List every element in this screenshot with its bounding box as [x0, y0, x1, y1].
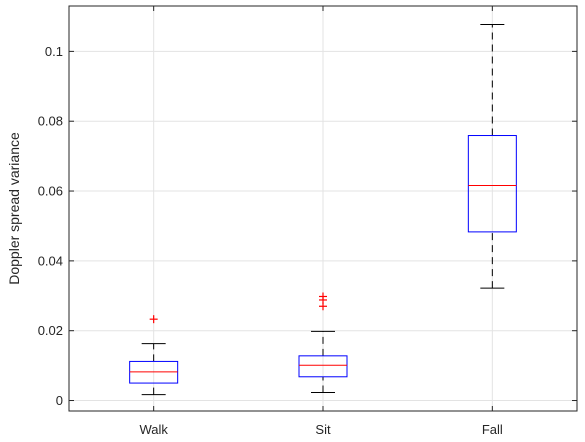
y-tick-label: 0.08	[38, 114, 63, 129]
x-tick-label: Walk	[139, 422, 168, 437]
y-tick-label: 0.02	[38, 323, 63, 338]
box-group-fall	[467, 24, 517, 289]
tick-layer: 0 0.02 0.04 0.06 0.08 0.1 Walk Sit Fall	[38, 6, 577, 437]
iqr-box	[298, 355, 348, 378]
grid-layer	[69, 6, 577, 411]
y-tick-label: 0.1	[45, 44, 63, 59]
plot-layer	[129, 24, 517, 396]
y-tick-label: 0	[56, 393, 63, 408]
box-group-walk	[129, 315, 179, 396]
y-tick-label: 0.06	[38, 184, 63, 199]
y-axis-label: Doppler spread variance	[6, 132, 22, 285]
iqr-box	[467, 135, 517, 233]
y-tick-label: 0.04	[38, 253, 63, 268]
x-tick-label: Sit	[315, 422, 331, 437]
x-tick-label: Fall	[482, 422, 503, 437]
outlier-marker	[149, 315, 158, 324]
outlier-marker	[319, 292, 327, 301]
box-group-sit	[298, 292, 348, 393]
